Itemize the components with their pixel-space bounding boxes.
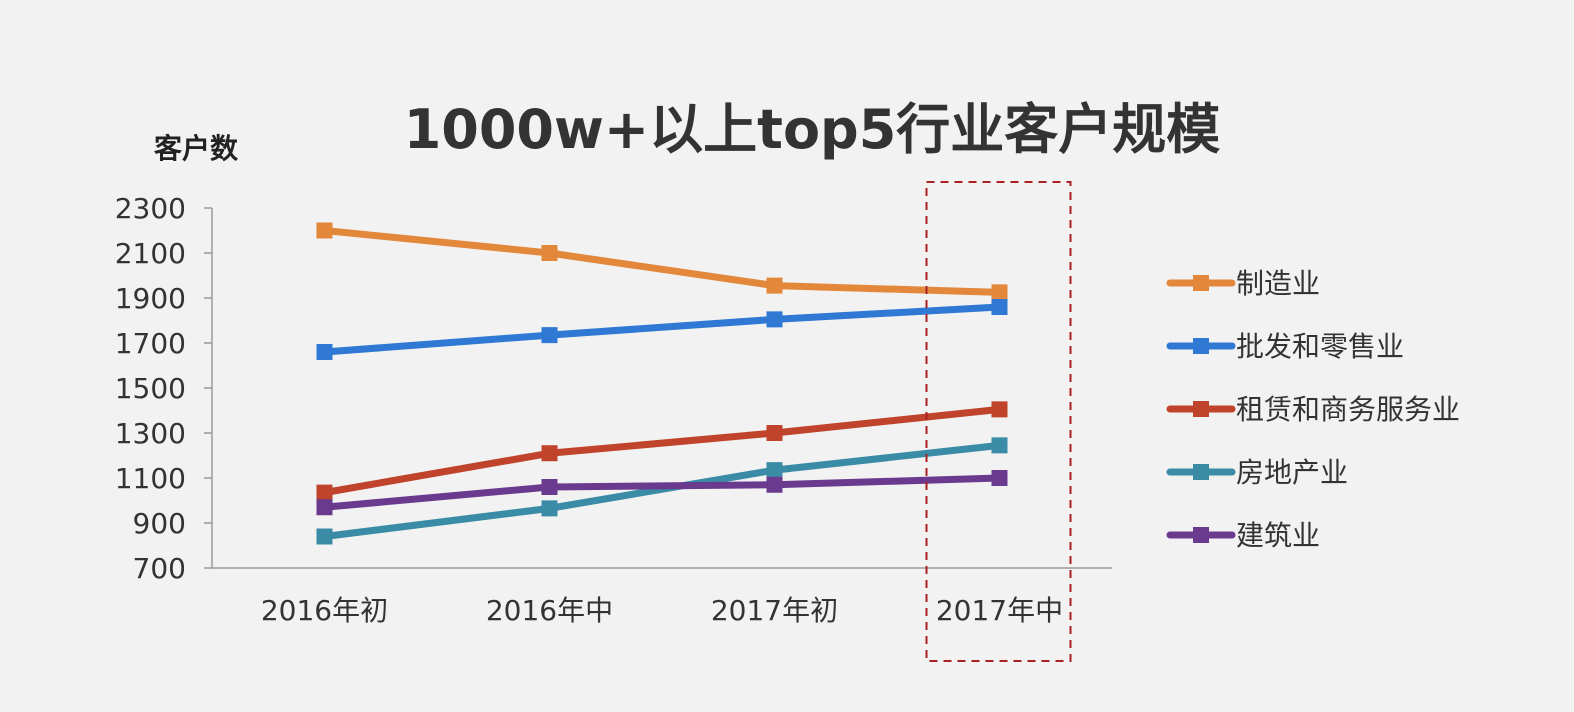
legend-label: 批发和零售业 xyxy=(1236,330,1404,363)
data-point xyxy=(991,470,1008,486)
highlight-box-layer xyxy=(925,181,1072,662)
axes: 700 900 1100 1300 1500 1700 1900 2100 2300 2016年初… xyxy=(115,192,1112,627)
legend-item-1: 制造业 xyxy=(1166,267,1320,300)
data-point xyxy=(991,284,1008,301)
data-point xyxy=(541,500,558,517)
series-line xyxy=(321,474,1003,511)
legend-swatch-marker xyxy=(1193,401,1209,417)
y-tick-label: 1500 xyxy=(115,372,186,405)
y-tick-label: 1900 xyxy=(115,282,186,315)
series-line xyxy=(321,303,1003,356)
data-point xyxy=(541,479,558,495)
legend-item-3: 租赁和商务服务业 xyxy=(1166,393,1460,426)
y-tick-label: 1100 xyxy=(115,462,186,495)
data-point xyxy=(991,401,1008,418)
legend-label: 房地产业 xyxy=(1236,456,1348,489)
series-3 xyxy=(316,401,1008,501)
data-point xyxy=(316,222,333,239)
legend-item-4: 房地产业 xyxy=(1166,456,1348,489)
x-tick-label: 2017年中 xyxy=(936,594,1063,627)
legend-swatch-marker xyxy=(1193,527,1209,543)
x-tick-label: 2016年初 xyxy=(261,594,388,627)
y-tick-label: 900 xyxy=(133,507,186,540)
y-tick-label: 700 xyxy=(133,552,186,585)
legend-swatch-marker xyxy=(1193,338,1209,354)
x-tick-label: 2017年初 xyxy=(711,594,838,627)
data-point xyxy=(766,476,783,493)
legend-label: 制造业 xyxy=(1236,267,1320,300)
series-4 xyxy=(316,437,1008,545)
series-layer xyxy=(316,222,1008,545)
data-point xyxy=(541,445,558,462)
data-point xyxy=(316,528,333,545)
data-point xyxy=(541,327,558,344)
y-tick-label: 1700 xyxy=(115,327,186,360)
highlight-box xyxy=(925,181,1072,662)
y-tick-label: 2300 xyxy=(115,192,186,225)
data-point xyxy=(766,425,783,441)
data-point xyxy=(991,299,1008,315)
data-point xyxy=(316,499,333,516)
data-point xyxy=(766,311,783,328)
legend-swatch-marker xyxy=(1193,464,1209,480)
data-point xyxy=(316,484,333,501)
legend-swatch-marker xyxy=(1193,275,1209,291)
legend-label: 建筑业 xyxy=(1236,519,1320,552)
series-line xyxy=(321,405,1003,497)
series-1 xyxy=(316,222,1008,301)
legend-label: 租赁和商务服务业 xyxy=(1236,393,1460,426)
data-point xyxy=(766,462,783,479)
series-line xyxy=(321,227,1003,296)
data-point xyxy=(541,245,558,261)
data-point xyxy=(766,277,783,294)
series-5 xyxy=(316,470,1008,516)
series-line xyxy=(321,441,1003,540)
legend-item-5: 建筑业 xyxy=(1166,519,1320,552)
data-point xyxy=(991,437,1008,454)
legend-item-2: 批发和零售业 xyxy=(1166,330,1404,363)
chart-title: 1000w+以上top5行业客户规模 xyxy=(404,98,1221,161)
series-2 xyxy=(316,299,1008,360)
y-tick-label: 1300 xyxy=(115,417,186,450)
x-tick-label: 2016年中 xyxy=(486,594,613,627)
y-tick-label: 2100 xyxy=(115,237,186,270)
data-point xyxy=(316,344,333,360)
y-axis-label: 客户数 xyxy=(154,132,239,165)
